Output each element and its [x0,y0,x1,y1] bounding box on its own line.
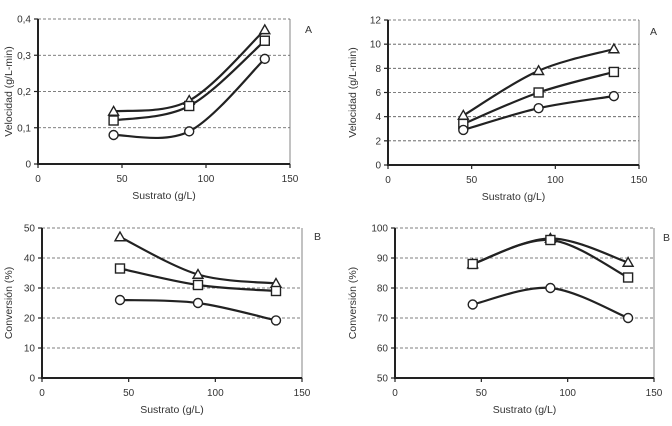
chart-panel-1: 0 0,1 0,2 0,3 0,4 0 50 100 150 Sustrato (g/L) Velo… [3,15,312,203]
x-tick-label: 100 [198,174,215,185]
y-tick-label: 60 [377,344,389,355]
square-marker [533,87,544,98]
y-tick-label: 50 [24,224,36,235]
panel-label: B [314,231,321,243]
triangle-marker [607,42,621,54]
square-marker [259,35,270,46]
x-tick-label: 150 [646,388,663,399]
square-marker [108,115,119,126]
y-tick-label: 0,2 [17,87,31,98]
panel-label: A [650,26,657,38]
circle-marker [622,312,634,324]
x-tick-label: 0 [385,175,391,186]
circle-marker [545,282,556,294]
y-tick-label: 2 [375,136,381,147]
y-tick-label: 10 [24,344,36,355]
y-tick-label: 0 [25,160,31,171]
triangle-marker [191,268,205,279]
triangle-marker [107,105,120,116]
x-axis-title: Sustrato (g/L) [140,404,204,416]
y-tick-label: 0 [29,374,35,385]
circle-marker [192,297,204,309]
square-marker [622,272,634,283]
y-axis-title: Conversión (%) [3,267,15,339]
x-axis-title: Sustrato (g/L) [493,404,557,416]
y-tick-label: 4 [375,112,381,123]
circle-marker [533,103,544,114]
x-tick-label: 100 [207,388,224,399]
y-tick-label: 12 [370,16,382,27]
square-marker [270,285,282,297]
y-tick-label: 0,1 [17,123,31,134]
x-tick-label: 150 [282,174,299,185]
x-tick-label: 50 [466,175,478,186]
x-tick-label: 0 [392,388,398,399]
panel-label: A [305,24,312,36]
x-tick-label: 0 [35,174,41,185]
circle-marker [467,299,478,310]
panel-label: B [663,232,670,244]
y-tick-label: 100 [371,224,388,235]
x-axis-title: Sustrato (g/L) [132,190,196,202]
y-tick-label: 8 [375,64,381,75]
square-marker [545,234,556,246]
x-tick-label: 50 [476,388,488,399]
y-axis-title: Conversión (%) [347,267,359,339]
x-tick-label: 100 [559,388,576,399]
y-tick-label: 20 [24,314,36,325]
square-marker [183,100,195,112]
x-tick-label: 150 [294,388,311,399]
triangle-marker [457,109,470,120]
y-tick-label: 0,3 [17,51,31,62]
circle-marker [183,126,195,137]
square-marker [114,263,126,274]
circle-marker [114,294,126,306]
y-axis-title: Velocidad (g/L-min) [347,47,359,137]
y-tick-label: 70 [377,314,389,325]
circle-marker [108,129,119,141]
chart-panel-3: 0 10 20 30 40 50 0 50 100 150 Sustrato (g/L) Conver… [3,224,321,417]
chart-panel-2: 0 2 4 6 8 10 12 0 50 100 150 Sustrato (g/L) Velocida… [347,16,657,204]
series-line-square [472,238,629,279]
y-tick-label: 80 [377,284,389,295]
x-tick-label: 50 [116,174,128,185]
y-tick-label: 30 [24,284,36,295]
square-marker [192,279,204,291]
triangle-marker [621,256,635,267]
series-line-square [462,70,615,125]
square-marker [608,66,620,78]
y-tick-label: 90 [377,254,389,265]
y-tick-label: 10 [370,40,382,51]
circle-marker [458,124,469,136]
triangle-marker [258,23,272,35]
y-tick-label: 0 [375,161,381,172]
circle-marker [259,53,270,65]
triangle-marker [532,64,545,76]
y-tick-label: 50 [377,374,389,385]
triangle-marker [113,230,127,242]
x-tick-label: 50 [123,388,135,399]
y-tick-label: 0,4 [17,15,31,26]
x-tick-label: 100 [547,175,564,186]
x-axis-title: Sustrato (g/L) [482,191,546,203]
y-axis-title: Velocidad (g/L-min) [3,46,15,136]
x-tick-label: 0 [39,388,45,399]
circle-marker [270,315,282,326]
x-tick-label: 150 [631,175,648,186]
square-marker [467,258,478,270]
y-tick-label: 40 [24,254,36,265]
y-tick-label: 6 [375,88,381,99]
circle-marker [608,90,620,102]
